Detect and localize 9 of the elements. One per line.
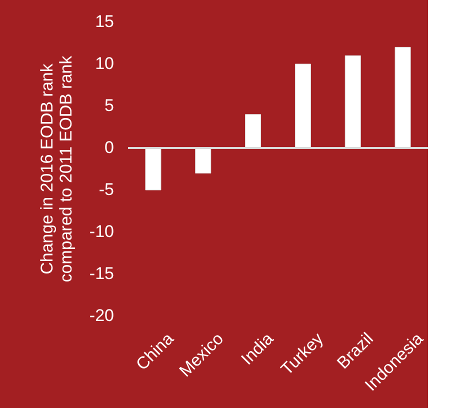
y-tick-label: -10 [89, 222, 114, 241]
y-tick-label: -20 [89, 306, 114, 325]
y-tick-label: 15 [95, 12, 114, 31]
y-tick-label: 10 [95, 54, 114, 73]
y-tick-label: -15 [89, 264, 114, 283]
y-tick-label: -5 [98, 180, 114, 199]
y-tick-label: 0 [104, 138, 114, 157]
y-tick-label: 5 [104, 96, 114, 115]
y-axis-title: Change in 2016 EODB rank compared to 2011 EODB rank [37, 55, 76, 282]
